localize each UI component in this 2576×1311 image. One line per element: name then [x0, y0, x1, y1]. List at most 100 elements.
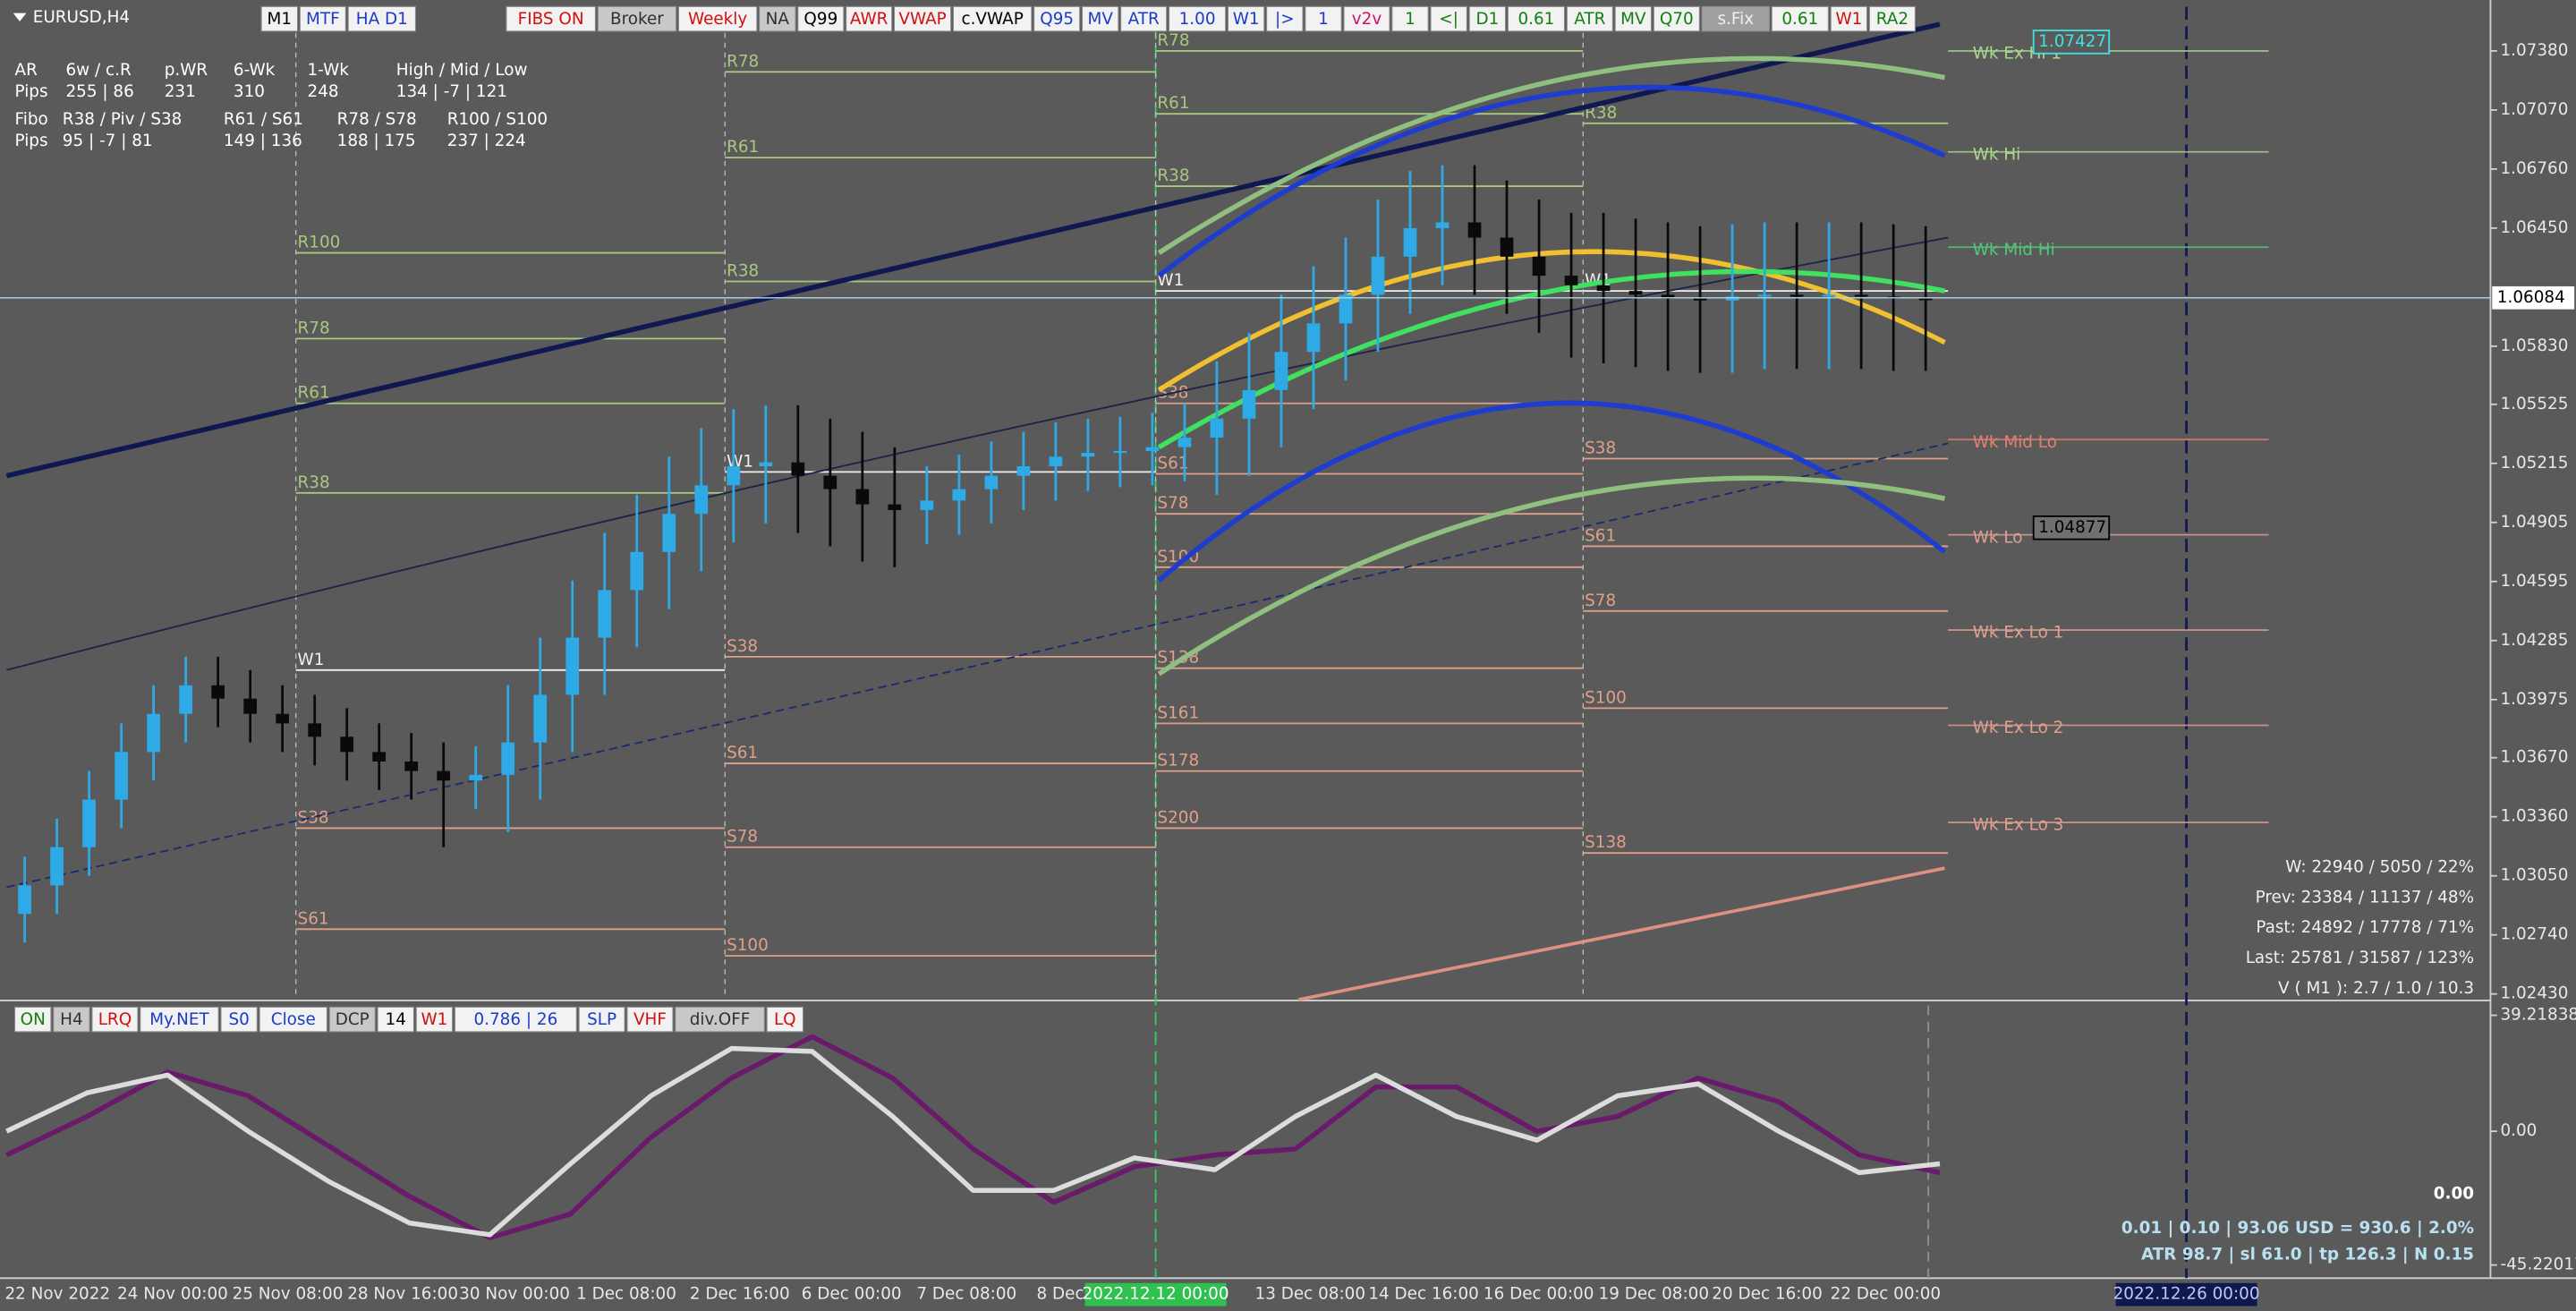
toolbar-button[interactable]	[1653, 5, 1700, 32]
toolbar-button-label[interactable]: MV	[1087, 10, 1113, 29]
toolbar-button-label[interactable]: RA2	[1876, 10, 1909, 29]
toolbar-button-label[interactable]: 0.61	[1518, 10, 1554, 29]
toolbar-button[interactable]	[597, 5, 677, 32]
toolbar-button[interactable]	[140, 1006, 219, 1033]
toolbar-button[interactable]	[677, 5, 758, 32]
toolbar-button[interactable]	[1830, 5, 1868, 32]
toolbar-button-label[interactable]: NA	[766, 10, 790, 29]
toolbar-button[interactable]	[13, 1006, 52, 1033]
toolbar-button[interactable]	[626, 1006, 674, 1033]
toolbar-button-label[interactable]: Weekly	[688, 10, 747, 29]
time-label: 22 Dec 00:00	[1831, 1285, 1942, 1304]
end-time-box	[2115, 1282, 2257, 1307]
toolbar-button[interactable]	[1614, 5, 1653, 32]
toolbar-button-label[interactable]: DCP	[336, 1010, 370, 1029]
toolbar-button-label[interactable]: Q95	[1040, 10, 1074, 29]
toolbar-button[interactable]	[893, 5, 952, 32]
toolbar-button[interactable]	[1168, 5, 1227, 32]
toolbar-button-label[interactable]: LQ	[774, 1010, 796, 1029]
toolbar-button-label[interactable]: 14	[386, 1010, 406, 1029]
toolbar-button-label[interactable]: SLP	[587, 1010, 616, 1029]
toolbar-button[interactable]	[1468, 5, 1507, 32]
candle-body	[855, 489, 870, 505]
toolbar-button-label[interactable]: FIBS ON	[518, 10, 584, 29]
toolbar-button-label[interactable]: HA D1	[356, 10, 408, 29]
price-tick-label: 1.03360	[2500, 807, 2568, 826]
toolbar-button[interactable]	[846, 5, 893, 32]
toolbar-button[interactable]	[454, 1006, 577, 1033]
toolbar-button[interactable]	[1081, 5, 1119, 32]
toolbar-button[interactable]	[1701, 5, 1771, 32]
toolbar-button-label[interactable]: MV	[1620, 10, 1646, 29]
toolbar-button[interactable]	[1033, 5, 1081, 32]
toolbar-button-label[interactable]: W1	[421, 1010, 447, 1029]
toolbar-button-label[interactable]: VHF	[633, 1010, 667, 1029]
info-cell: 1-Wk	[308, 61, 350, 80]
toolbar-button-label[interactable]: ATR	[1128, 10, 1160, 29]
toolbar-button-label[interactable]: |>	[1275, 10, 1295, 29]
toolbar-button-label[interactable]: s.Fix	[1717, 10, 1754, 29]
toolbar-button[interactable]	[1391, 5, 1429, 32]
info-cell: High / Mid / Low	[396, 61, 528, 80]
toolbar-button[interactable]	[1566, 5, 1613, 32]
toolbar-button[interactable]	[1120, 5, 1168, 32]
level-label: S78	[727, 828, 758, 847]
toolbar-button-label[interactable]: 1.00	[1179, 10, 1216, 29]
toolbar-button-label[interactable]: Q70	[1660, 10, 1694, 29]
toolbar-button-label[interactable]: v2v	[1352, 10, 1382, 29]
toolbar-button[interactable]	[53, 1006, 90, 1033]
toolbar-button-label[interactable]: Broker	[610, 10, 664, 29]
toolbar-button-label[interactable]: 0.786 | 26	[473, 1010, 557, 1029]
toolbar-button-label[interactable]: <|	[1439, 10, 1458, 29]
toolbar-button[interactable]	[220, 1006, 258, 1033]
toolbar-button[interactable]	[1507, 5, 1566, 32]
toolbar-button-label[interactable]: MTF	[306, 10, 340, 29]
symbol-arrow[interactable]	[13, 13, 27, 21]
toolbar-button-label[interactable]: ON	[21, 1010, 46, 1029]
toolbar-button[interactable]	[377, 1006, 414, 1033]
toolbar-button[interactable]	[1305, 5, 1342, 32]
toolbar-button[interactable]	[347, 5, 417, 32]
toolbar-button-label[interactable]: LRQ	[98, 1010, 132, 1029]
toolbar-button[interactable]	[328, 1006, 376, 1033]
toolbar-button[interactable]	[1430, 5, 1467, 32]
toolbar-button[interactable]	[766, 1006, 804, 1033]
toolbar-button[interactable]	[91, 1006, 139, 1033]
toolbar-button[interactable]	[1266, 5, 1304, 32]
toolbar-button-label[interactable]: S0	[228, 1010, 249, 1029]
toolbar-button[interactable]	[952, 5, 1033, 32]
toolbar-button-label[interactable]: H4	[60, 1010, 83, 1029]
toolbar-button-label[interactable]: Q99	[803, 10, 837, 29]
toolbar-button-label[interactable]: 0.61	[1781, 10, 1818, 29]
toolbar-button-label[interactable]: M1	[268, 10, 293, 29]
toolbar-button[interactable]	[259, 1006, 327, 1033]
toolbar-button-label[interactable]: div.OFF	[690, 1010, 751, 1029]
toolbar-button[interactable]	[797, 5, 845, 32]
toolbar-button-label[interactable]: 1	[1405, 10, 1416, 29]
toolbar-button-label[interactable]: W1	[1835, 10, 1862, 29]
toolbar-button-label[interactable]: W1	[1233, 10, 1260, 29]
toolbar-button[interactable]	[1343, 5, 1390, 32]
toolbar-button-label[interactable]: AWR	[850, 10, 888, 29]
toolbar-button-label[interactable]: ATR	[1574, 10, 1605, 29]
toolbar-button[interactable]	[506, 5, 597, 32]
toolbar-button-label[interactable]: 1	[1318, 10, 1329, 29]
level-label: S61	[727, 744, 758, 762]
toolbar-button[interactable]	[1227, 5, 1265, 32]
toolbar-button[interactable]	[299, 5, 346, 32]
toolbar-button-label[interactable]: My.NET	[149, 1010, 209, 1029]
toolbar-button[interactable]	[1868, 5, 1916, 32]
toolbar-button-label[interactable]: D1	[1475, 10, 1499, 29]
price-tick-label: 1.02740	[2500, 925, 2568, 944]
toolbar-button[interactable]	[759, 5, 796, 32]
toolbar-button[interactable]	[415, 1006, 454, 1033]
toolbar-button[interactable]	[578, 1006, 625, 1033]
toolbar-button[interactable]	[260, 5, 299, 32]
toolbar-button[interactable]	[1771, 5, 1829, 32]
toolbar-button-label[interactable]: VWAP	[898, 10, 946, 29]
toolbar-button-label[interactable]: Close	[271, 1010, 316, 1029]
candle-body	[1274, 352, 1288, 390]
price-tick-label: 1.07380	[2500, 41, 2568, 60]
toolbar-button[interactable]	[675, 1006, 765, 1033]
toolbar-button-label[interactable]: c.VWAP	[962, 10, 1024, 29]
